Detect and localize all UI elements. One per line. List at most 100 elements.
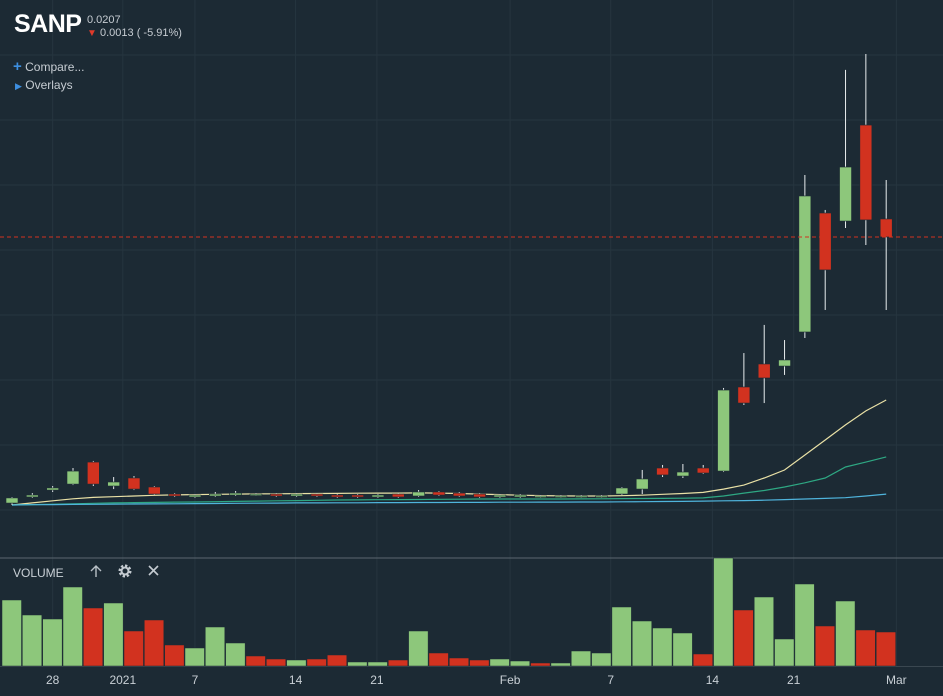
moving-average bbox=[11, 456, 887, 506]
volume-bar bbox=[733, 609, 754, 667]
move-up-icon[interactable] bbox=[90, 565, 102, 577]
volume-bar bbox=[367, 661, 388, 667]
compare-button[interactable]: + Compare... bbox=[13, 58, 84, 75]
volume-bar bbox=[814, 625, 835, 667]
candle-body bbox=[859, 124, 873, 221]
candle-body bbox=[595, 495, 608, 498]
volume-bar bbox=[428, 652, 449, 667]
volume-bar bbox=[591, 652, 612, 667]
candle-body bbox=[717, 389, 730, 472]
x-tick-label: 7 bbox=[607, 673, 614, 687]
volume-bar bbox=[22, 614, 43, 667]
volume-bar bbox=[611, 606, 632, 667]
candle-body bbox=[534, 495, 547, 498]
candle-body bbox=[330, 494, 344, 498]
candle-body bbox=[798, 195, 812, 333]
triangle-icon: ▶ bbox=[15, 81, 22, 91]
volume-bar bbox=[672, 632, 693, 667]
volume-bar bbox=[184, 647, 205, 667]
candle-body bbox=[46, 487, 59, 491]
volume-bar bbox=[42, 618, 63, 667]
volume-bar bbox=[570, 650, 591, 667]
volume-bar bbox=[388, 659, 409, 667]
candle-body bbox=[188, 494, 202, 498]
compare-label: Compare... bbox=[25, 60, 85, 74]
volume-bar bbox=[835, 600, 856, 667]
plus-icon: + bbox=[13, 58, 22, 75]
volume-bar bbox=[205, 626, 226, 667]
candle-body bbox=[269, 493, 283, 497]
candle-body bbox=[818, 212, 832, 271]
candle-body bbox=[26, 494, 39, 498]
candle-body bbox=[87, 461, 100, 485]
volume-bar bbox=[245, 655, 266, 667]
volume-bar bbox=[347, 661, 368, 667]
change-pct: ( -5.91%) bbox=[136, 27, 182, 39]
candle-body bbox=[412, 491, 425, 497]
candle-body bbox=[513, 494, 527, 498]
volume-bar bbox=[469, 659, 490, 667]
last-price: 0.0207 bbox=[87, 14, 121, 26]
candle-body bbox=[432, 491, 446, 496]
grid bbox=[0, 0, 943, 666]
gear-ring bbox=[120, 566, 130, 576]
x-tick-label: Mar bbox=[886, 673, 907, 687]
volume-bar bbox=[103, 602, 124, 667]
candle-body bbox=[737, 386, 751, 404]
volume-bar bbox=[225, 642, 246, 667]
volume-bar bbox=[794, 583, 815, 667]
volume-bar bbox=[408, 630, 429, 667]
gear bbox=[118, 564, 132, 578]
volume-bar bbox=[713, 557, 734, 667]
overlays-label: Overlays bbox=[25, 78, 73, 92]
candle-body bbox=[351, 494, 364, 498]
overlays-button[interactable]: ▶ Overlays bbox=[15, 78, 73, 92]
candle-body bbox=[493, 494, 507, 498]
candle-body bbox=[656, 467, 669, 476]
volume-bar bbox=[530, 662, 551, 667]
volume-bar bbox=[774, 638, 795, 667]
candle-body bbox=[127, 477, 141, 490]
volume-bar bbox=[692, 653, 713, 667]
candle-body bbox=[209, 493, 222, 497]
x-tick-label: 21 bbox=[787, 673, 801, 687]
change-row: ▼ 0.0013 ( -5.91%) bbox=[87, 27, 182, 39]
candle-body bbox=[148, 486, 161, 495]
close-icon[interactable] bbox=[148, 565, 159, 576]
x-tick-label: 21 bbox=[370, 673, 384, 687]
volume-bar bbox=[306, 658, 327, 667]
candle-body bbox=[391, 493, 405, 498]
candle-body bbox=[371, 494, 385, 498]
volume-bar bbox=[652, 627, 673, 667]
volume-bar bbox=[1, 599, 22, 667]
candle-body bbox=[615, 487, 629, 495]
x-tick-label: 7 bbox=[192, 673, 199, 687]
volume-bar bbox=[550, 662, 571, 667]
candle-body bbox=[249, 493, 263, 496]
candle-body bbox=[676, 471, 690, 477]
volume-bar bbox=[83, 607, 104, 667]
volume-bar bbox=[123, 630, 144, 667]
candle-body bbox=[107, 481, 120, 487]
candle-body bbox=[879, 218, 893, 238]
settings-icon[interactable] bbox=[118, 564, 132, 578]
moving-average bbox=[11, 399, 887, 506]
volume-bar bbox=[286, 659, 307, 667]
volume-bar bbox=[489, 658, 510, 667]
candle-body bbox=[554, 495, 568, 498]
x-tick-label: Feb bbox=[500, 673, 521, 687]
volume-bar bbox=[164, 644, 185, 667]
change: 0.0013 bbox=[99, 27, 134, 39]
candle-body bbox=[757, 363, 771, 379]
candle-body bbox=[5, 497, 19, 504]
candle-body bbox=[574, 495, 588, 498]
volume-bar bbox=[449, 657, 470, 667]
volume-bar bbox=[875, 631, 896, 667]
volume-bar bbox=[753, 596, 774, 667]
candle-body bbox=[473, 493, 486, 498]
x-tick-label: 28 bbox=[46, 673, 60, 687]
candle-body bbox=[290, 493, 303, 497]
x-tick-label: 2021 bbox=[109, 673, 136, 687]
